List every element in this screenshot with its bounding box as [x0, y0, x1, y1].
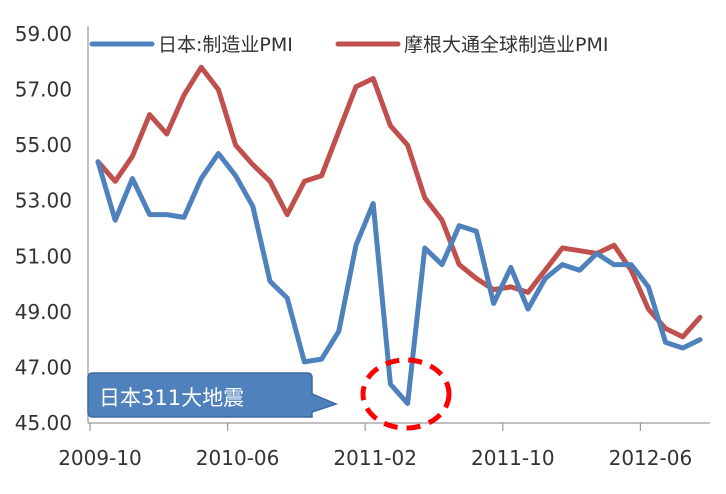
y-axis: 45.00 47.00 49.00 51.00 53.00 55.00 57.00 59.00: [15, 22, 89, 435]
callout-text: 日本311大地震: [99, 386, 244, 410]
y-tick-label: 49.00: [15, 300, 72, 324]
highlight-circle: [360, 357, 452, 431]
legend: 日本:制造业PMI 摩根大通全球制造业PMI: [89, 34, 608, 56]
y-tick-label: 57.00: [15, 78, 72, 102]
legend-label-1: 摩根大通全球制造业PMI: [404, 34, 608, 56]
callout-box: [87, 372, 339, 418]
y-tick-label: 55.00: [15, 133, 72, 157]
y-tick-label: 51.00: [15, 244, 72, 268]
y-tick-label: 53.00: [15, 189, 72, 213]
legend-label-0: 日本:制造业PMI: [158, 34, 293, 56]
y-tick-label: 59.00: [15, 22, 72, 46]
x-tick-label: 2012-06: [609, 446, 693, 470]
x-tick-label: 2009-10: [58, 446, 142, 470]
y-tick-label: 47.00: [15, 355, 72, 379]
x-tick-label: 2011-02: [333, 446, 417, 470]
x-axis: 2009-10 2010-06 2011-02 2011-10 2012-06: [58, 422, 710, 470]
x-tick-label: 2010-06: [196, 446, 280, 470]
series-line-0: [95, 151, 703, 406]
y-tick-label: 45.00: [15, 411, 72, 435]
series-layer: [95, 64, 703, 406]
x-tick-label: 2011-10: [471, 446, 555, 470]
series-line-1: [95, 64, 703, 340]
earthquake-callout: 日本311大地震: [87, 372, 339, 418]
